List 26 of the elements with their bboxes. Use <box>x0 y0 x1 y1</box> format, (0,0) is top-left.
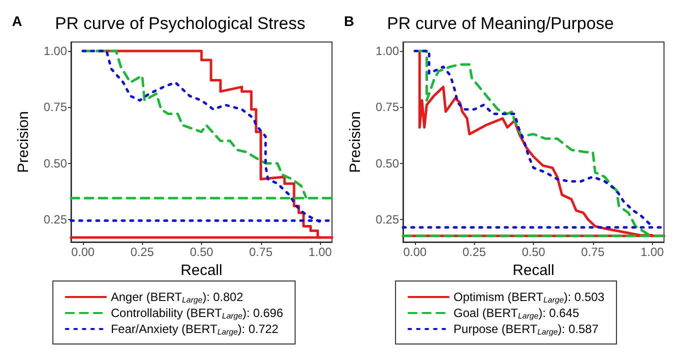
y-axis-title: Precision <box>347 111 364 173</box>
x-tick-label: 0.00 <box>71 245 95 259</box>
y-tick-label: 0.75 <box>44 100 68 114</box>
y-tick-label: 1.00 <box>44 44 68 58</box>
x-tick-label: 0.25 <box>462 245 486 259</box>
x-tick-label: 0.75 <box>581 245 605 259</box>
x-tick-label: 0.25 <box>130 245 154 259</box>
y-axis-title: Precision <box>15 111 32 173</box>
y-tick-label: 0.50 <box>376 156 400 170</box>
y-tick-label: 1.00 <box>376 44 400 58</box>
text: B <box>344 13 354 29</box>
x-tick-label: 0.00 <box>403 245 427 259</box>
x-tick-label: 0.50 <box>522 245 546 259</box>
chart-title: PR curve of Meaning/Purpose <box>387 14 614 33</box>
chart-title: PR curve of Psychological Stress <box>55 14 306 33</box>
x-tick-label: 1.00 <box>640 245 664 259</box>
y-tick-label: 0.25 <box>376 212 400 227</box>
x-tick-label: 0.75 <box>249 245 273 259</box>
y-tick-label: 0.25 <box>44 212 68 227</box>
x-axis-title: Recall <box>512 262 554 279</box>
y-tick-label: 0.75 <box>376 100 400 114</box>
y-tick-label: 0.50 <box>44 156 68 170</box>
text: A <box>12 13 22 29</box>
x-tick-label: 1.00 <box>308 245 332 259</box>
x-tick-label: 0.50 <box>190 245 214 259</box>
x-axis-title: Recall <box>180 262 222 279</box>
